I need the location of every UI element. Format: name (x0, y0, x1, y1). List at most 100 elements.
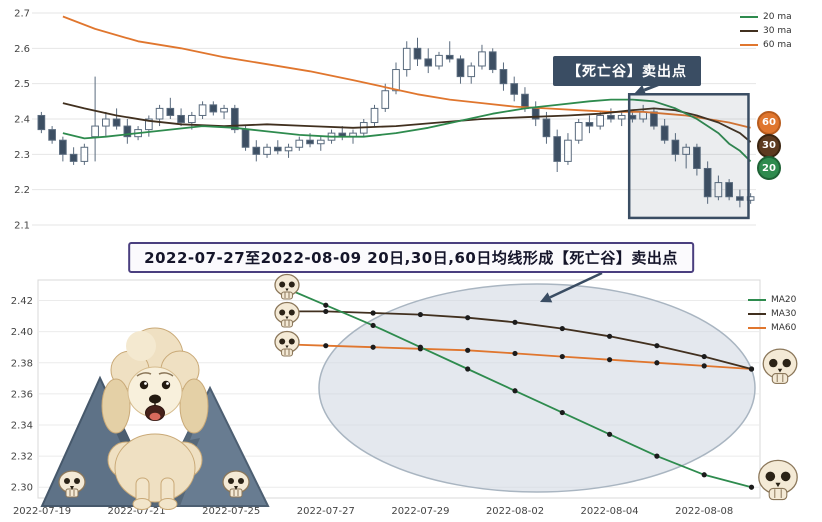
candle-body (456, 58, 465, 78)
MA30-marker (748, 366, 755, 372)
legend-label: 30 ma (763, 26, 792, 36)
skull-eye (288, 309, 295, 316)
candle-body (714, 182, 723, 198)
MA60-marker (512, 350, 518, 357)
candle-body (252, 146, 261, 155)
candle-body (499, 69, 508, 85)
MA20-marker (701, 472, 707, 478)
skull-jaw (280, 348, 294, 357)
candle-body (187, 114, 196, 124)
candle-body (155, 107, 164, 120)
legend-line-swatch (748, 327, 766, 329)
skull-jaw (768, 487, 788, 501)
MA60-marker (323, 343, 329, 349)
MA20-marker (559, 409, 565, 416)
legend-item-30ma: 30 ma (740, 26, 792, 36)
MA60-marker (654, 360, 660, 366)
MA20-marker (654, 453, 660, 459)
candle-body (220, 107, 228, 113)
MA60-marker (559, 353, 565, 360)
candle-body (381, 90, 390, 109)
x-axis-tick-label: 2022-07-21 (108, 506, 166, 517)
MA30-marker (654, 343, 660, 349)
x-axis-tick-label: 2022-07-27 (297, 506, 355, 517)
title-banner: 2022-07-27至2022-08-09 20日,30日,60日均线形成【死亡… (128, 242, 694, 273)
candle-body (617, 114, 626, 120)
candle-body (467, 65, 476, 78)
skull-eye (765, 471, 776, 482)
y-axis-tick-label: 2.38 (11, 358, 33, 369)
candle-body (553, 136, 562, 162)
candle-body (574, 122, 583, 141)
legend-label: MA20 (771, 295, 797, 305)
MA30-marker (559, 325, 565, 332)
poodle (101, 327, 209, 510)
legend-item-ma20: MA20 (748, 295, 796, 305)
candle-body (112, 118, 121, 127)
x-axis-tick-label: 2022-08-04 (581, 506, 639, 517)
skull-jaw (771, 373, 789, 384)
candle-body (80, 146, 89, 162)
legend-label: MA60 (771, 323, 797, 333)
legend-item-ma30: MA30 (748, 309, 796, 319)
MA60-marker (607, 357, 613, 363)
legend-line-swatch (740, 44, 758, 46)
candle-body (413, 47, 422, 60)
legend-line-swatch (748, 313, 766, 315)
y-axis-tick-label: 2.2 (14, 185, 30, 196)
candle-body (295, 139, 304, 148)
MA30-marker (512, 319, 518, 325)
legend-item-60ma: 60 ma (740, 40, 792, 50)
MA60-marker (701, 363, 707, 369)
candle-body (102, 118, 110, 127)
30ma-line (62, 102, 752, 143)
skull-icon (758, 459, 798, 501)
candle-body (316, 139, 325, 145)
candle-body (166, 107, 175, 116)
y-axis-tick-label: 2.1 (14, 221, 30, 232)
ma-zoom-chart: 2.30 2.32 2.34 2.36 2.38 2.40 2.42 2022-07-19 20… (11, 271, 798, 517)
skull-eye (288, 338, 295, 345)
ma-badge-30: 30 (757, 133, 781, 158)
top-chart-legend: 20 ma 30 ma 60 ma (740, 12, 792, 54)
candle-body (37, 114, 46, 131)
skull-icon (222, 470, 250, 498)
legend-label: 60 ma (763, 40, 792, 50)
y-axis-tick-label: 2.5 (14, 79, 30, 90)
skull-icon (274, 273, 300, 300)
candle-body (370, 107, 379, 124)
MA20-marker (370, 322, 376, 329)
skull-nose (285, 288, 289, 292)
y-axis-tick-label: 2.42 (11, 296, 33, 307)
legend-label: MA30 (771, 309, 797, 319)
MA30-marker (465, 315, 471, 321)
y-axis-tick-label: 2.4 (14, 115, 30, 126)
skull-eye (288, 281, 295, 288)
MA20-marker (748, 484, 755, 490)
candle-body (564, 139, 572, 162)
y-axis-tick-label: 2.30 (11, 483, 33, 494)
x-axis-tick-label: 2022-08-08 (675, 506, 733, 517)
MA20-marker (465, 366, 471, 372)
legend-item-20ma: 20 ma (740, 12, 792, 22)
candle-body (198, 104, 207, 116)
candle-body (273, 146, 282, 152)
legend-line-swatch (748, 299, 766, 301)
candle-body (693, 146, 701, 169)
y-axis-tick-label: 2.3 (14, 150, 30, 161)
skull-nose (285, 345, 289, 349)
skull-jaw (280, 291, 294, 300)
candle-body (392, 69, 400, 92)
y-axis-tick-label: 2.32 (11, 452, 33, 463)
skull-icon (274, 330, 300, 357)
candle-body (145, 118, 153, 131)
x-axis-tick-label: 2022-08-02 (486, 506, 544, 517)
skull-nose (775, 482, 781, 488)
legend-line-swatch (740, 16, 758, 18)
candle-body (424, 58, 433, 67)
y-axis-tick-label: 2.40 (11, 327, 33, 338)
MA20-marker (512, 388, 518, 394)
MA20-marker (417, 344, 423, 350)
y-axis-tick-label: 2.6 (14, 44, 30, 55)
